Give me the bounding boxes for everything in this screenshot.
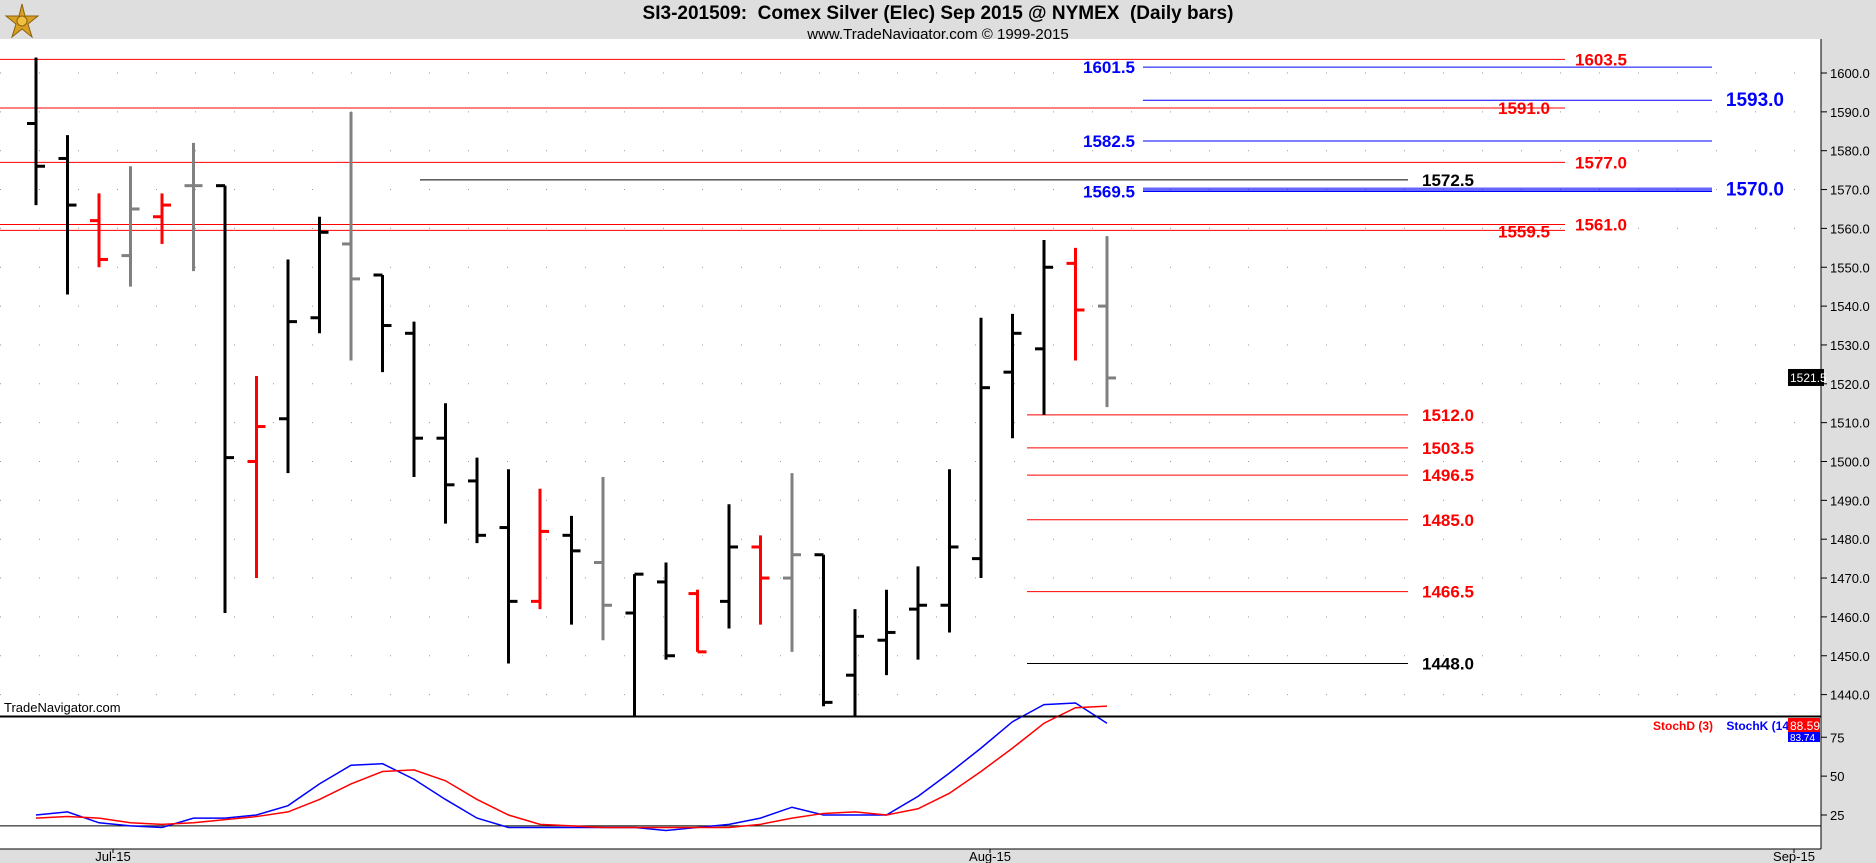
level-label: 1591.0 bbox=[1498, 99, 1550, 118]
y-tick-label: 1480.0 bbox=[1830, 532, 1870, 547]
x-tick-label: Sep-15 bbox=[1773, 849, 1815, 863]
stoch-y-tick-label: 50 bbox=[1830, 769, 1844, 784]
trade-navigator-logo bbox=[2, 2, 42, 40]
level-label: 1466.5 bbox=[1422, 583, 1474, 602]
level-label: 1572.5 bbox=[1422, 171, 1474, 190]
y-tick-label: 1490.0 bbox=[1830, 493, 1870, 508]
y-tick-label: 1500.0 bbox=[1830, 455, 1870, 470]
level-label: 1503.5 bbox=[1422, 439, 1474, 458]
x-tick-label: Aug-15 bbox=[969, 849, 1011, 863]
y-tick-label: 1470.0 bbox=[1830, 571, 1870, 586]
stoch-line bbox=[35, 702, 1108, 832]
level-label: 1559.5 bbox=[1498, 222, 1550, 241]
level-label: 1448.0 bbox=[1422, 655, 1474, 674]
stoch-k-value-tag bbox=[1788, 732, 1820, 742]
y-tick-label: 1590.0 bbox=[1830, 105, 1870, 120]
last-price-tag bbox=[1788, 368, 1824, 386]
y-tick-label: 1550.0 bbox=[1830, 260, 1870, 275]
level-label: 1561.0 bbox=[1575, 216, 1627, 235]
stoch-y-tick-label: 75 bbox=[1830, 730, 1844, 745]
level-label: 1570.0 bbox=[1726, 180, 1784, 201]
x-tick-label: Jul-15 bbox=[95, 849, 130, 863]
y-tick-label: 1570.0 bbox=[1830, 183, 1870, 198]
chart-title: SI3-201509: Comex Silver (Elec) Sep 2015… bbox=[642, 3, 1234, 24]
y-tick-label: 1440.0 bbox=[1830, 688, 1870, 703]
level-label: 1485.0 bbox=[1422, 511, 1474, 530]
y-tick-label: 1450.0 bbox=[1830, 649, 1870, 664]
last-price-label: 1521.5 bbox=[1790, 371, 1827, 385]
chart-subtitle: www.TradeNavigator.com © 1999-2015 bbox=[807, 26, 1069, 43]
stoch-d-value: 88.59 bbox=[1790, 719, 1820, 733]
level-lines: 1603.5 1601.5 1593.0 1591.0 1582.5 1577.0 1572… bbox=[0, 50, 1784, 674]
y-tick-label: 1600.0 bbox=[1830, 66, 1870, 81]
stoch-line bbox=[35, 705, 1108, 829]
price-panel-background bbox=[0, 39, 1821, 716]
stoch-y-tick-label: 25 bbox=[1830, 808, 1844, 823]
axes: 1440.0 1450.0 1460.0 1470.0 1480.0 1490.0 1500… bbox=[0, 39, 1870, 863]
y-tick-label: 1540.0 bbox=[1830, 299, 1870, 314]
y-tick-label: 1520.0 bbox=[1830, 377, 1870, 392]
stoch-k-value: 83.74 bbox=[1790, 733, 1815, 744]
level-label: 1593.0 bbox=[1726, 90, 1784, 111]
level-label: 1496.5 bbox=[1422, 466, 1474, 485]
y-tick-label: 1510.0 bbox=[1830, 416, 1870, 431]
level-label: 1603.5 bbox=[1575, 50, 1627, 69]
y-tick-label: 1460.0 bbox=[1830, 610, 1870, 625]
level-label: 1601.5 bbox=[1083, 58, 1135, 77]
stoch-panel-background bbox=[0, 716, 1821, 849]
legend-stoch-d: StochD (3) bbox=[1653, 719, 1713, 733]
y-tick-label: 1580.0 bbox=[1830, 144, 1870, 159]
watermark: TradeNavigator.com bbox=[4, 700, 121, 715]
y-tick-label: 1560.0 bbox=[1830, 221, 1870, 236]
level-label: 1582.5 bbox=[1083, 132, 1135, 151]
y-tick-label: 1530.0 bbox=[1830, 338, 1870, 353]
legend-stoch-k: StochK (14,3) bbox=[1726, 719, 1803, 733]
ohlc-bars bbox=[27, 57, 1116, 716]
level-label: 1512.0 bbox=[1422, 406, 1474, 425]
level-label: 1569.5 bbox=[1083, 182, 1135, 201]
stoch-d-value-tag bbox=[1788, 718, 1820, 732]
level-label: 1577.0 bbox=[1575, 153, 1627, 172]
